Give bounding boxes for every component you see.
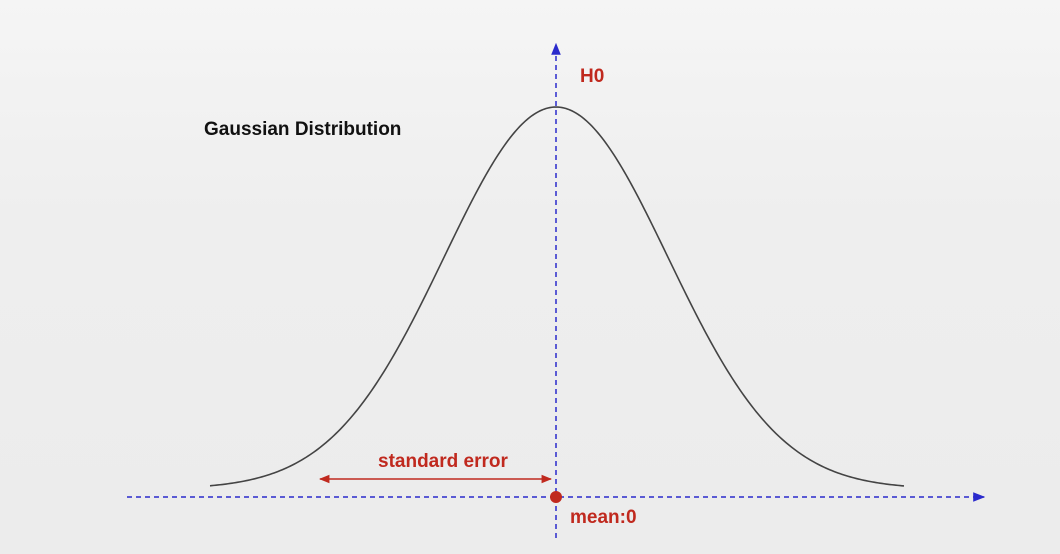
mean-label: mean:0 bbox=[570, 507, 637, 528]
diagram-title: Gaussian Distribution bbox=[204, 119, 402, 140]
mean-point bbox=[550, 491, 562, 503]
standard-error-label: standard error bbox=[378, 451, 508, 472]
gaussian-curve bbox=[209, 106, 905, 487]
hypothesis-label: H0 bbox=[580, 66, 605, 87]
